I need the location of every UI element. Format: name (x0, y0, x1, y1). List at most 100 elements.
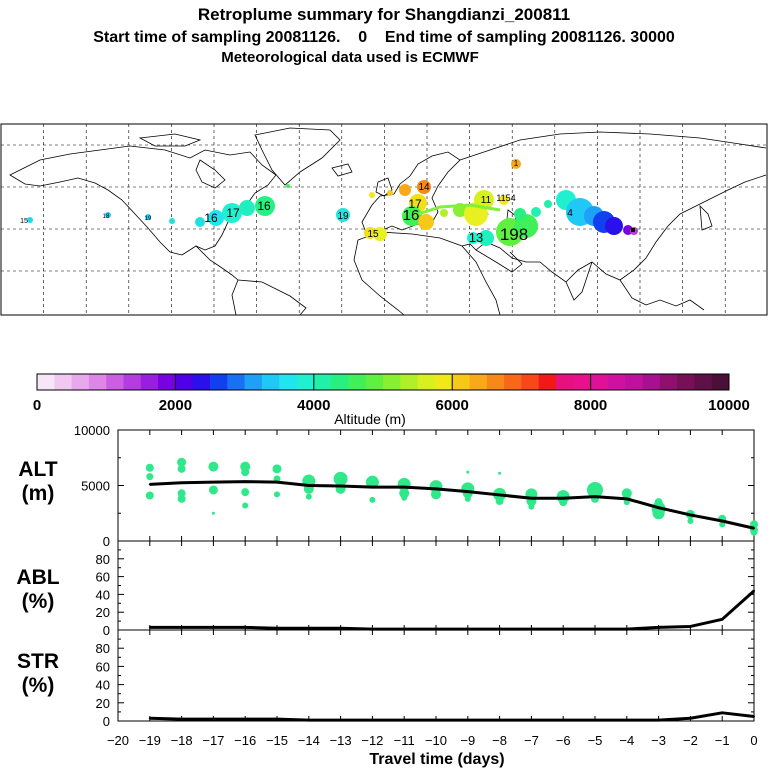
alt-label: ALT (18, 458, 57, 481)
alt-series-point (466, 490, 469, 493)
x-tick-label: −8 (492, 733, 507, 748)
abl-series-point (657, 626, 660, 629)
y-tick-label: 20 (96, 605, 110, 620)
plume-label: 15 (20, 218, 28, 225)
plume-blob (387, 190, 393, 196)
colorbar-cell (279, 374, 297, 390)
chart-subtitle: Start time of sampling 20081126. 0 End t… (93, 29, 675, 46)
y-tick-label: 0 (103, 623, 110, 638)
altitude-cluster-dot (498, 471, 502, 475)
coast-south-america (231, 279, 307, 316)
x-tick-label: −4 (619, 733, 634, 748)
x-tick-label: −3 (651, 733, 666, 748)
plume-blob (418, 214, 434, 230)
plume-label: 19 (145, 216, 152, 222)
alt-series-point (307, 484, 310, 487)
x-tick-label: −15 (266, 733, 288, 748)
abl-series-point (212, 626, 215, 629)
colorbar-tick-label: 8000 (574, 397, 607, 414)
plume-label: 1 (514, 159, 519, 168)
alt-series-line (149, 480, 755, 530)
receptor-station (631, 228, 635, 232)
alt-unit: (m) (22, 482, 55, 505)
colorbar-cell (556, 374, 574, 390)
altitude-cluster-dot (466, 470, 470, 474)
altitude-cluster-dot (145, 491, 154, 500)
plume-blob (105, 212, 111, 218)
altitude-cluster-dot (208, 485, 218, 495)
alt-series-point (562, 497, 565, 500)
plume-streak (411, 203, 501, 218)
alt-series-point (276, 481, 278, 484)
colorbar-cell (348, 374, 367, 390)
altitude-cluster-dot (274, 491, 280, 498)
plume-blob (222, 203, 242, 223)
str-series-point (562, 719, 565, 722)
x-axis-title: Travel time (days) (369, 751, 504, 768)
y-tick-label: 20 (96, 696, 110, 711)
plume-blob (364, 227, 376, 239)
x-tick-label: −14 (298, 733, 320, 748)
colorbar-cell (365, 374, 384, 390)
altitude-cluster-dot (177, 464, 186, 473)
abl-series-point (244, 626, 247, 629)
x-tick-label: −2 (683, 733, 698, 748)
altitude-cluster-dot (242, 502, 249, 509)
altitude-cluster-dot (177, 489, 186, 498)
str-series-point (339, 719, 342, 722)
map-graticule (1, 124, 767, 315)
y-tick-label: 40 (96, 678, 110, 693)
coast-hudson-bay (195, 159, 226, 189)
x-tick-label: −12 (361, 733, 383, 748)
str-series-point (625, 719, 628, 722)
alt-series-point (594, 495, 596, 498)
colorbar-cell (417, 374, 436, 390)
plume-label: 19 (337, 211, 349, 222)
abl-series-point (721, 618, 724, 621)
alt-series-point (498, 493, 501, 496)
y-tick-label: 60 (96, 659, 110, 674)
plume-blob (605, 217, 623, 235)
altitude-cluster-dot (145, 463, 154, 472)
str-series-point (721, 711, 724, 714)
map-coastlines (9, 127, 767, 316)
plume-label: 16 (403, 207, 420, 224)
coast-asia (459, 131, 767, 283)
plume-label: 13 (469, 230, 483, 245)
altitude-cluster-dot (369, 496, 376, 503)
str-series-point (307, 719, 310, 722)
altitude-cluster-dot (528, 503, 535, 510)
x-tick-label: −7 (524, 733, 539, 748)
str-series-point (244, 718, 247, 721)
altitude-cluster-dot (401, 494, 408, 501)
str-label: STR (17, 650, 59, 673)
colorbar-cell (486, 374, 505, 390)
altitude-cluster-dot (399, 488, 410, 499)
y-tick-label: 80 (96, 552, 110, 567)
plume-blob (417, 180, 431, 194)
altitude-cluster-dot (750, 528, 758, 536)
y-tick-label: 10000 (74, 423, 110, 438)
altitude-cluster-dot (495, 497, 504, 506)
colorbar-cell (175, 374, 194, 390)
x-tick-label: −20 (107, 733, 129, 748)
plume-label: 18 (103, 214, 110, 220)
plume-blob (239, 200, 255, 216)
plume-label: 4 (567, 208, 573, 219)
coast-europe (361, 151, 461, 233)
str-series-point (276, 718, 278, 721)
altitude-cluster-dot (431, 489, 441, 500)
colorbar-cell (694, 374, 713, 390)
str-series-point (212, 718, 215, 721)
abl-series-line (149, 589, 756, 631)
alt-series-point (753, 527, 755, 530)
plume-label: 198 (500, 225, 528, 244)
plume-blob (369, 192, 375, 198)
colorbar-cell (521, 374, 540, 390)
str-series-point (753, 715, 755, 718)
x-tick-label: −18 (171, 733, 193, 748)
str-series-point (657, 719, 660, 722)
